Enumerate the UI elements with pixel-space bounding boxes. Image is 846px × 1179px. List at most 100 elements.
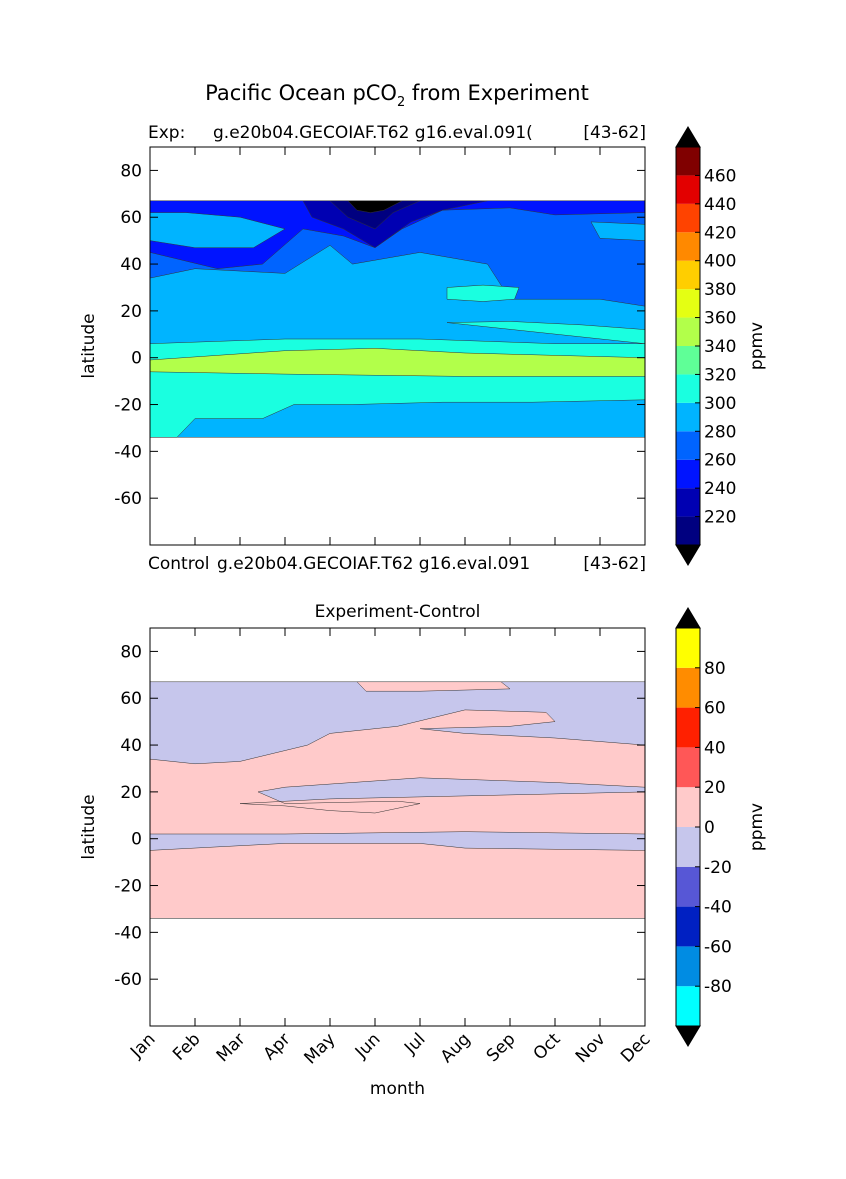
colorbar-swatch	[676, 827, 700, 867]
colorbar-swatch	[676, 906, 700, 947]
colorbar-swatch	[676, 946, 700, 987]
colorbar-swatch	[676, 488, 700, 517]
colorbar-tick-label: 300	[704, 394, 736, 414]
panel-title-right: [43-62]	[583, 123, 646, 143]
colorbar-swatch	[676, 346, 700, 375]
colorbar-swatch	[676, 147, 700, 176]
contour-region-10	[150, 321, 645, 438]
colorbar-swatch	[676, 707, 700, 748]
y-tick-label: -40	[114, 923, 142, 943]
plot-frame	[149, 146, 646, 546]
y-tick-label: 20	[120, 783, 142, 803]
colorbar-swatch	[676, 374, 700, 403]
colorbar-under-arrow	[675, 1025, 701, 1047]
colorbar-tick-label: 20	[704, 778, 726, 798]
y-tick-label: -20	[114, 877, 142, 897]
contour-region-2	[150, 709, 645, 835]
y-axis-label: latitude	[79, 313, 99, 378]
colorbar-swatch	[676, 787, 700, 827]
colorbar-tick-label: 460	[704, 166, 736, 186]
bottom-label-right: [43-62]	[583, 554, 646, 574]
contour-region-6	[347, 200, 403, 213]
contour-fills-1	[150, 200, 645, 438]
x-tick-label: Aug	[437, 1029, 475, 1067]
colorbar-swatch	[676, 516, 700, 545]
colorbar-swatch	[676, 866, 700, 907]
colorbar-tick-label: 240	[704, 479, 736, 499]
x-tick-label: Oct	[530, 1029, 565, 1064]
colorbar-tick-label: 220	[704, 508, 736, 528]
bottom-label-center: g.e20b04.GECOIAF.T62 g16.eval.091	[217, 554, 530, 574]
colorbar-swatch	[676, 232, 700, 261]
x-tick-label: Jun	[351, 1029, 385, 1063]
x-tick-label: Apr	[260, 1029, 295, 1064]
colorbar-swatch	[676, 175, 700, 204]
colorbar-tick-label: -40	[704, 898, 732, 918]
contour-fills-2	[150, 681, 645, 919]
contour-region-5	[329, 200, 421, 230]
y-tick-label: 20	[120, 302, 142, 322]
y-tick-label: 0	[131, 349, 142, 369]
colorbar-tick-label: -20	[704, 858, 732, 878]
y-tick-label: 0	[131, 830, 142, 850]
x-tick-label: Jan	[126, 1029, 159, 1062]
x-tick-label: Jul	[400, 1029, 429, 1058]
y-tick-label: 80	[120, 161, 142, 181]
colorbar-swatch	[676, 628, 700, 668]
colorbar-swatch	[676, 289, 700, 318]
colorbar-swatch	[676, 459, 700, 489]
x-tick-label: Sep	[483, 1029, 520, 1066]
colorbar-tick-label: 380	[704, 280, 736, 300]
panel-1: 80 60 40 20 0 -20 -40 -60 latitude Exp: g.e20b04.G…	[79, 123, 767, 574]
x-axis-label: month	[370, 1079, 425, 1099]
y-tick-label: 80	[120, 642, 142, 662]
colorbar-over-arrow	[675, 126, 701, 148]
colorbar-tick-label: 80	[704, 659, 726, 679]
colorbar-tick-label: -60	[704, 937, 732, 957]
contour-region-11	[150, 348, 645, 377]
x-tick-label: Feb	[169, 1029, 204, 1064]
colorbar-swatch	[676, 402, 700, 432]
colorbar-tick-label: 440	[704, 195, 736, 215]
panel-title-left: Exp:	[148, 123, 185, 143]
colorbar-tick-label: 400	[704, 252, 736, 272]
colorbar-swatch	[676, 203, 700, 233]
colorbar-swatch	[676, 747, 700, 788]
contour-region-9	[446, 284, 520, 302]
plot-frame	[149, 627, 646, 1027]
y-tick-label: 40	[120, 736, 142, 756]
y-tick-label: -20	[114, 396, 142, 416]
y-tick-label: -40	[114, 442, 142, 462]
colorbar-tick-label: 340	[704, 337, 736, 357]
colorbar-tick-label: 420	[704, 223, 736, 243]
contour-region-3	[150, 843, 645, 919]
colorbar-tick-label: -80	[704, 977, 732, 997]
y-tick-label: -60	[114, 489, 142, 509]
colorbar-tick-label: 280	[704, 422, 736, 442]
x-tick-label: Nov	[572, 1029, 610, 1067]
colorbar-label: ppmv	[747, 803, 767, 851]
contour-region-8	[590, 221, 645, 241]
colorbar-swatch	[676, 986, 700, 1026]
figure-title: Pacific Ocean pCO2 from Experiment	[205, 81, 589, 110]
colorbar-tick-label: 60	[704, 699, 726, 719]
panel-2: 80 60 40 20 0 -20 -40 -60 Jan Feb Mar Apr May Jun Jul A…	[79, 602, 767, 1099]
colorbar-label: ppmv	[747, 322, 767, 370]
colorbar-tick-label: 360	[704, 309, 736, 329]
bottom-label-left: Control	[148, 554, 209, 574]
y-tick-label: 40	[120, 255, 142, 275]
colorbar-over-arrow	[675, 607, 701, 629]
colorbar-tick-label: 320	[704, 365, 736, 385]
colorbar-2: 80 60 40 20 0 -20 -40 -60 -80 ppmv	[675, 607, 767, 1047]
colorbar-swatch	[676, 667, 700, 708]
panel-title-center: g.e20b04.GECOIAF.T62 g16.eval.091(	[213, 123, 533, 143]
colorbar-tick-label: 260	[704, 451, 736, 471]
x-tick-label: May	[301, 1029, 340, 1068]
colorbar-1: 460 440 420 400 380 360 340 320 300 280 260 240 220 p…	[675, 126, 767, 566]
x-tick-label: Mar	[213, 1029, 250, 1066]
y-axis-label: latitude	[79, 794, 99, 859]
colorbar-swatch	[676, 431, 700, 460]
y-tick-label: -60	[114, 970, 142, 990]
colorbar-tick-label: 0	[704, 818, 715, 838]
